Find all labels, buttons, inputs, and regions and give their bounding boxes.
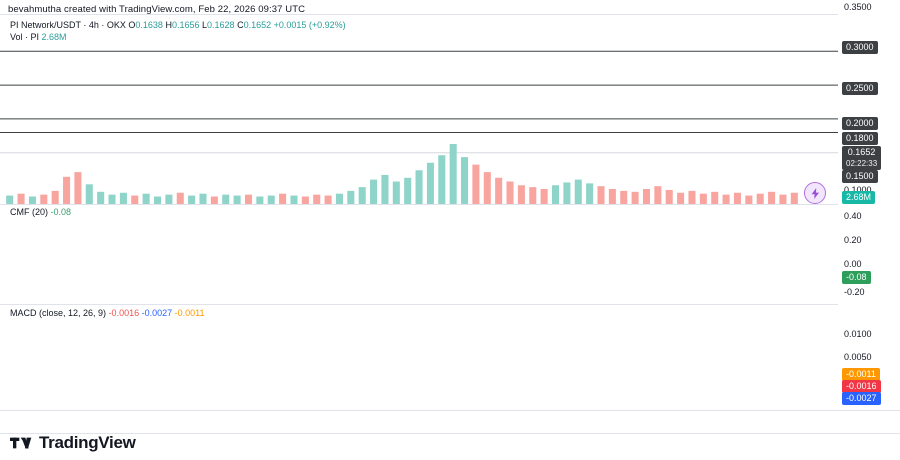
low-value: 0.1628 <box>207 20 235 30</box>
macd-line-badge: -0.0027 <box>842 392 881 405</box>
last-price-badge: 0.1652 02:22:33 <box>842 146 882 170</box>
cmf-tick-3: -0.20 <box>844 287 865 297</box>
cmf-title: CMF (20) <box>10 207 48 217</box>
cmf-value: -0.08 <box>50 207 72 217</box>
volume-value: 2.68M <box>41 32 67 42</box>
macd-hist-badge: -0.0016 <box>842 380 881 393</box>
change-value: +0.0015 (+0.92%) <box>273 20 346 30</box>
close-value: 0.1652 <box>243 20 272 30</box>
cmf-tick-0: 0.40 <box>844 211 862 221</box>
macd-hist-value: -0.0016 <box>108 308 140 318</box>
price-tick-6: 0.1000 <box>844 185 872 195</box>
cmf-badge: -0.08 <box>842 271 871 284</box>
price-tick-1: 0.3000 <box>842 41 878 54</box>
tradingview-branding: TradingView <box>10 433 136 453</box>
price-tick-5: 0.1500 <box>842 170 878 183</box>
high-label: H <box>165 20 172 30</box>
price-legend[interactable]: PI Network/USDT · 4h · OKX O0.1638 H0.16… <box>10 20 346 31</box>
price-tick-4: 0.1800 <box>842 132 878 145</box>
macd-line-value: -0.0027 <box>141 308 173 318</box>
flash-icon[interactable] <box>804 182 826 204</box>
cmf-legend[interactable]: CMF (20) -0.08 <box>10 207 71 218</box>
volume-title: Vol · PI <box>10 32 40 42</box>
volume-badge: 2.68M <box>842 191 876 204</box>
tradingview-wordmark: TradingView <box>39 433 136 452</box>
macd-tick-1: 0.0050 <box>844 352 872 362</box>
low-label: L <box>202 20 208 30</box>
chart-canvas[interactable] <box>0 14 838 410</box>
volume-legend[interactable]: Vol · PI 2.68M <box>10 32 67 43</box>
attribution-text: bevahmutha created with TradingView.com,… <box>8 4 306 15</box>
macd-tick-0: 0.0100 <box>844 329 872 339</box>
macd-signal-value: -0.0011 <box>174 308 205 318</box>
symbol-label[interactable]: PI Network/USDT · 4h · OKX <box>10 20 126 30</box>
price-tick-3: 0.2000 <box>842 117 878 130</box>
bar-countdown: 02:22:33 <box>846 159 878 168</box>
tradingview-logo-icon <box>10 437 32 449</box>
last-price-value: 0.1652 <box>847 147 876 157</box>
time-scale-axis[interactable] <box>0 410 900 434</box>
high-value: 0.1656 <box>171 20 200 30</box>
pane-divider-cmf <box>0 204 838 205</box>
close-label: C <box>237 20 244 30</box>
open-value: 0.1638 <box>135 20 163 30</box>
macd-signal-badge: -0.0011 <box>842 368 880 381</box>
price-tick-2: 0.2500 <box>842 82 878 95</box>
open-label: O <box>128 20 136 30</box>
pane-divider-top <box>0 14 838 15</box>
flash-glyph <box>811 187 819 199</box>
price-scale-axis[interactable]: 0.3500 0.3000 0.2500 0.2000 0.1800 0.165… <box>838 0 900 410</box>
price-tick-0: 0.3500 <box>844 2 872 12</box>
chart-plot-area[interactable] <box>0 14 838 410</box>
cmf-tick-1: 0.20 <box>844 235 862 245</box>
cmf-tick-2: 0.00 <box>844 259 862 269</box>
macd-legend[interactable]: MACD (close, 12, 26, 9) -0.0016 -0.0027 … <box>10 308 205 319</box>
pane-divider-macd <box>0 304 838 305</box>
macd-title: MACD (close, 12, 26, 9) <box>10 308 107 318</box>
